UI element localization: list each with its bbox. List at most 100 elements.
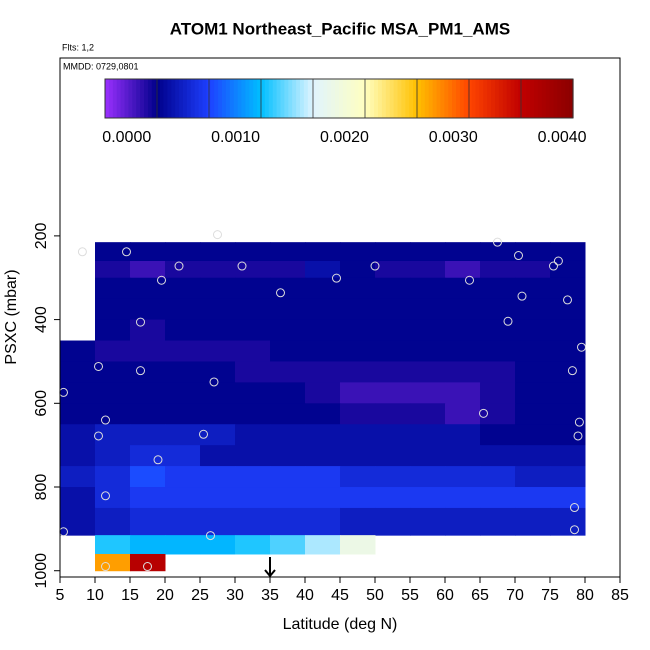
colorbar-swatch	[350, 79, 356, 118]
heat-cell	[270, 319, 306, 342]
heat-cell	[130, 424, 166, 446]
colorbar-swatch	[128, 79, 133, 118]
heat-cell	[165, 445, 201, 467]
heat-cell	[445, 487, 481, 509]
heat-cell	[550, 487, 586, 509]
heat-cell	[340, 535, 376, 555]
colorbar-swatch	[537, 79, 543, 118]
heat-cell	[515, 242, 551, 262]
heat-cell	[165, 361, 201, 383]
colorbar-swatch	[276, 79, 282, 118]
heat-cell	[480, 260, 516, 279]
track-point	[199, 429, 208, 439]
heat-cell	[340, 382, 376, 404]
x-tick-label: 25	[191, 587, 209, 604]
heat-cell	[480, 487, 516, 509]
heat-cell	[445, 319, 481, 342]
heat-cell	[445, 466, 481, 488]
track-point	[136, 317, 145, 327]
heat-cell	[95, 242, 131, 262]
colorbar-swatch	[487, 79, 492, 118]
heat-cell	[515, 466, 551, 488]
heat-cell	[445, 242, 481, 262]
colorbar-frame	[104, 78, 574, 119]
colorbar-swatch	[420, 79, 426, 118]
heat-cell	[340, 319, 376, 342]
heat-cell	[270, 535, 306, 555]
heat-cell	[340, 340, 376, 362]
heat-cell	[165, 382, 201, 404]
colorbar-swatch	[440, 79, 445, 118]
heat-cell	[305, 445, 341, 467]
heat-cell	[445, 382, 481, 404]
heat-cell	[200, 507, 236, 536]
colorbar-swatch	[335, 79, 340, 118]
x-tick-label: 5	[56, 587, 65, 604]
heat-cell	[130, 445, 166, 467]
colorbar-swatch	[401, 79, 406, 118]
heat-cell	[165, 340, 201, 362]
heat-cell	[305, 382, 341, 404]
track-point	[370, 261, 380, 271]
colorbar-swatch	[183, 79, 188, 118]
colorbar-swatch	[151, 79, 157, 118]
heat-cell	[270, 403, 306, 425]
heat-cell	[60, 466, 96, 488]
heat-cell	[165, 319, 201, 342]
colorbar-swatch	[261, 79, 266, 118]
colorbar-swatch	[545, 79, 551, 118]
heat-cell	[200, 466, 236, 488]
heat-cell	[445, 403, 481, 425]
x-tick-label: 10	[86, 587, 104, 604]
heat-cell	[235, 487, 271, 509]
colorbar-swatch	[417, 79, 422, 118]
heat-cell	[130, 242, 166, 262]
track-point	[465, 275, 474, 285]
heat-cell	[410, 260, 446, 279]
colorbar-swatch	[147, 79, 153, 118]
heat-cell	[130, 361, 166, 383]
track-point	[549, 261, 558, 271]
colorbar-swatch	[155, 79, 161, 118]
date-label: MMDD: 0729,0801	[63, 61, 139, 71]
colorbar-swatch	[241, 79, 246, 118]
colorbar-swatch	[210, 79, 215, 118]
heat-cell	[165, 507, 201, 536]
heat-cell	[200, 403, 236, 425]
x-tick-label: 85	[611, 587, 629, 604]
track-point	[136, 366, 145, 376]
heat-cell	[165, 424, 201, 446]
heat-cell	[375, 298, 411, 321]
colorbar-swatch	[159, 79, 165, 118]
colorbar-swatch	[218, 79, 223, 118]
colorbar-swatch	[413, 79, 418, 118]
heat-cell	[550, 382, 586, 404]
x-tick-label: 75	[541, 587, 559, 604]
heat-cell	[95, 340, 131, 362]
heat-cell	[410, 466, 446, 488]
heat-cell	[235, 535, 271, 555]
heat-cell	[410, 424, 446, 446]
colorbar-tick-label: 0.0020	[320, 129, 369, 146]
heat-cell	[340, 424, 376, 446]
heat-cell	[270, 298, 306, 321]
colorbar-swatch	[498, 79, 504, 118]
heat-cell	[270, 260, 306, 279]
heat-cell	[375, 445, 411, 467]
x-tick-label: 40	[296, 587, 314, 604]
heat-cell	[165, 466, 201, 488]
heat-cell	[445, 298, 481, 321]
colorbar-swatch	[522, 79, 527, 118]
heat-cell	[270, 361, 306, 383]
heat-cell	[235, 466, 271, 488]
heat-cell	[95, 507, 131, 536]
heat-cell	[445, 424, 481, 446]
heat-cell	[270, 277, 306, 300]
heat-cell	[375, 466, 411, 488]
heat-cell	[515, 260, 551, 279]
y-tick-label: 200	[33, 222, 50, 249]
heat-cell	[375, 382, 411, 404]
track-point	[153, 455, 163, 465]
heat-cell	[235, 260, 271, 279]
colorbar-swatch	[190, 79, 196, 118]
